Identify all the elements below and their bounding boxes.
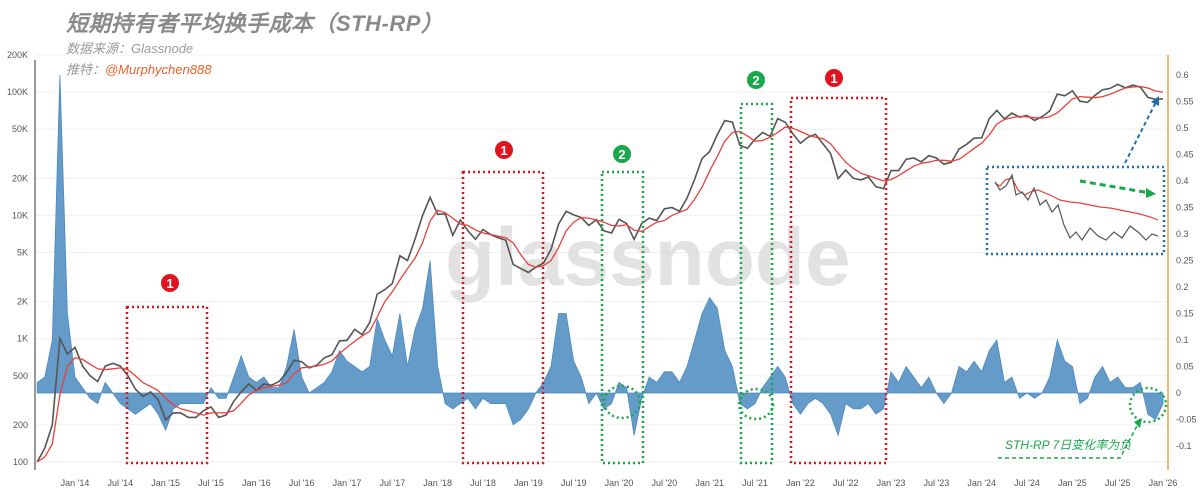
svg-text:1: 1 [830,71,837,86]
twitter-credit: 推特：@Murphychen888 [66,59,211,78]
svg-text:1: 1 [166,276,173,291]
right-tick-label: 0.4 [1176,176,1189,186]
left-tick-label: 50K [12,124,28,134]
x-tick-label: Jan '24 [967,478,996,488]
left-tick-label: 100 [13,457,28,467]
inset-down-trend-arrow [1079,179,1151,195]
right-tick-label: 0.6 [1176,70,1189,80]
zoom-inset [985,96,1166,256]
x-tick-label: Jul '14 [107,478,133,488]
x-tick-label: Jan '23 [877,478,906,488]
right-tick-label: 0.35 [1176,203,1194,213]
x-axis: Jan '14 Jul '14 Jan '15 Jul '15 Jan '16 Jul '… [61,478,1178,488]
x-tick-label: Jul '18 [470,478,496,488]
inset-pointer-arrow [1124,101,1157,164]
x-tick-label: Jan '18 [423,478,452,488]
x-tick-label: Jul '24 [1014,478,1040,488]
right-tick-label: 0.45 [1176,150,1194,160]
source-value: Glassnode [131,41,194,56]
right-axis: -0.1 -0.05 0 0.05 0.1 0.15 0.2 0.25 0.3 0.35 0.4 0.… [1176,70,1197,451]
x-tick-label: Jul '22 [833,478,859,488]
negative-change-note: STH-RP 7日变化率为负 [998,418,1142,459]
right-tick-label: 0.25 [1176,256,1194,266]
right-tick-label: 0 [1176,388,1181,398]
x-tick-label: Jul '23 [923,478,949,488]
arrow-head-icon [1146,188,1156,198]
left-tick-label: 1K [17,334,28,344]
inset-price-line [994,173,1159,242]
svg-text:1: 1 [500,143,507,158]
right-tick-label: 0.5 [1176,123,1189,133]
right-tick-label: 0.2 [1176,282,1189,292]
right-tick-label: -0.1 [1176,441,1192,451]
data-source: 数据来源：Glassnode [66,38,193,57]
right-tick-label: 0.15 [1176,309,1194,319]
right-tick-label: -0.05 [1176,415,1197,425]
svg-text:2: 2 [752,73,759,88]
negative-circle-2021 [737,387,775,421]
x-tick-label: Jan '21 [695,478,724,488]
right-tick-label: 0.55 [1176,97,1194,107]
left-tick-label: 200 [13,420,28,430]
twitter-label: 推特： [66,62,106,77]
x-tick-label: Jul '17 [379,478,405,488]
left-tick-label: 200K [7,50,28,60]
svg-text:2: 2 [618,147,625,162]
correction-box-2021 [739,102,774,465]
left-tick-label: 500 [13,371,28,381]
x-tick-label: Jan '22 [786,478,815,488]
negative-circle-2025 [1128,386,1168,424]
twitter-handle[interactable]: @Murphychen888 [105,62,212,77]
badge-2-2020: 2 [613,145,631,163]
right-tick-label: 0.1 [1176,335,1189,345]
x-tick-label: Jan '25 [1058,478,1087,488]
x-tick-label: Jan '19 [514,478,543,488]
correction-box-2020 [600,170,645,465]
right-tick-label: 0.3 [1176,229,1189,239]
arrow-head-icon [1151,96,1159,106]
x-tick-label: Jul '15 [198,478,224,488]
right-tick-label: 0.05 [1176,362,1194,372]
x-tick-label: Jan '17 [333,478,362,488]
x-tick-label: Jul '21 [742,478,768,488]
left-tick-label: 2K [17,297,28,307]
chart-title: 短期持有者平均换手成本（STH-RP） [66,11,444,36]
badge-2-2021: 2 [747,71,765,89]
x-tick-label: Jan '14 [61,478,90,488]
negative-circle-2020 [602,384,642,420]
sth-rp-series-line [36,85,1164,463]
gridlines [35,54,1168,463]
watermark: glassnode [445,212,851,303]
svg-text:STH-RP 7日变化率为负: STH-RP 7日变化率为负 [1005,438,1131,452]
source-label: 数据来源： [66,41,132,56]
x-tick-label: Jul '25 [1105,478,1131,488]
x-tick-label: Jan '20 [605,478,634,488]
x-tick-label: Jul '16 [289,478,315,488]
change-series-area [36,74,1164,437]
arrow-head-icon [1134,418,1142,428]
x-tick-label: Jan '16 [242,478,271,488]
x-tick-label: Jul '20 [651,478,677,488]
left-tick-label: 20K [12,173,28,183]
x-tick-label: Jan '15 [151,478,180,488]
bear-box-2014 [125,305,209,465]
x-tick-label: Jul '19 [561,478,587,488]
left-tick-label: 10K [12,210,28,220]
badge-1-2018: 1 [495,141,513,159]
left-axis: 100 200 500 1K 2K 5K 10K 20K 50K 100K 200K [7,50,28,467]
badge-1-2022: 1 [825,69,843,87]
left-tick-label: 100K [7,87,28,97]
badge-1-2014: 1 [161,274,179,292]
price-series-line [36,83,1164,463]
x-tick-label: Jan '26 [1149,478,1178,488]
bear-box-2018 [461,170,545,465]
left-tick-label: 5K [17,248,28,258]
